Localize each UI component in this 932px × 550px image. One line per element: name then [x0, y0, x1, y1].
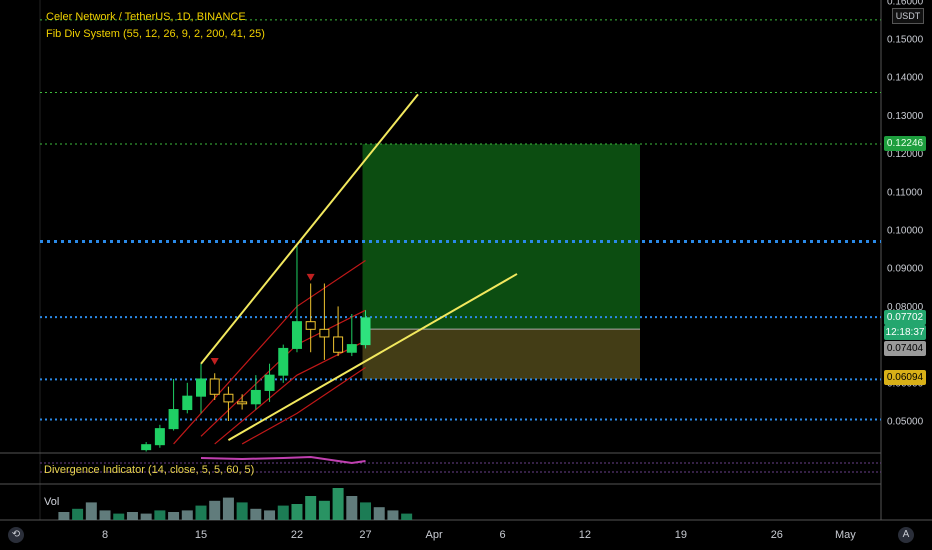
price-axis-tick: 0.08000: [887, 302, 924, 313]
volume-bars: [58, 488, 413, 520]
time-axis-tick: 8: [102, 529, 108, 541]
volume-bar: [291, 504, 303, 520]
price-tag-countdown: 12:18:37: [884, 325, 926, 340]
candle-body: [182, 395, 193, 411]
volume-bar: [305, 496, 317, 520]
volume-bar: [168, 512, 180, 520]
indicator-title: Fib Div System (55, 12, 26, 9, 2, 200, 4…: [46, 28, 265, 40]
candle-body: [154, 428, 165, 446]
time-axis-tick: 19: [675, 529, 687, 541]
signal-markers: [210, 273, 315, 365]
volume-bar: [236, 502, 248, 520]
time-axis-tick: 6: [500, 529, 506, 541]
horizontal-levels: [40, 19, 881, 421]
volume-bar: [387, 510, 399, 520]
price-tag-target: 0.12246: [884, 136, 926, 151]
volume-bar: [181, 510, 193, 520]
price-axis-tick: 0.16000: [887, 0, 924, 7]
candle-body: [196, 378, 206, 397]
price-axis-tick: 0.14000: [887, 73, 924, 84]
currency-button[interactable]: USDT: [892, 8, 924, 24]
upper-trendline: [200, 93, 419, 365]
time-axis-tick: 22: [291, 529, 303, 541]
candle-body: [223, 393, 234, 403]
volume-bar: [318, 500, 330, 520]
position-zones: [362, 144, 640, 380]
volume-bar: [222, 497, 234, 520]
volume-bar: [332, 488, 344, 520]
price-axis-tick: 0.10000: [887, 226, 924, 237]
volume-bar: [72, 508, 84, 520]
volume-bar: [277, 505, 289, 520]
time-axis-tick: 15: [195, 529, 207, 541]
divergence-line: [200, 455, 366, 465]
time-axis-tick: May: [835, 529, 856, 541]
volume-bar: [401, 513, 413, 520]
candle-body: [305, 321, 316, 330]
volume-bar: [264, 510, 276, 520]
candle-body: [291, 321, 302, 349]
candle-body: [319, 328, 330, 338]
price-axis-tick: 0.09000: [887, 264, 924, 275]
sell-signal-marker: [306, 273, 315, 281]
trendlines[interactable]: [200, 93, 518, 441]
time-axis-tick: 27: [359, 529, 371, 541]
lower-panes: [40, 455, 881, 473]
volume-bar: [99, 510, 111, 520]
candles: [141, 243, 371, 452]
volume-bar: [126, 512, 138, 520]
symbol-title: Celer Network / TetherUS, 1D, BINANCE: [46, 11, 246, 23]
candle-body: [237, 401, 248, 405]
candle-body: [209, 378, 220, 395]
divergence-indicator-label: Divergence Indicator (14, close, 5, 5, 6…: [44, 464, 255, 476]
price-tag-stop: 0.06094: [884, 370, 926, 385]
price-tag-last: 0.07702: [884, 310, 926, 325]
candle-body: [250, 389, 261, 405]
volume-bar: [140, 513, 152, 520]
candle-body: [333, 336, 344, 353]
price-axis-tick: 0.15000: [887, 35, 924, 46]
price-axis-tick: 0.13000: [887, 111, 924, 122]
reset-chart-button[interactable]: ⟲: [8, 527, 24, 543]
volume-bar: [360, 502, 372, 520]
volume-bar: [154, 510, 166, 520]
target-zone: [362, 144, 640, 330]
time-axis-tick: 26: [771, 529, 783, 541]
candle-body: [168, 409, 179, 430]
price-tag-entry: 0.07404: [884, 341, 926, 356]
volume-label: Vol: [44, 496, 60, 508]
volume-bar: [58, 512, 70, 520]
volume-bar: [85, 502, 97, 520]
time-axis-tick: Apr: [426, 529, 443, 541]
volume-bar: [250, 508, 262, 520]
candle-body: [141, 444, 152, 451]
band-line: [214, 340, 366, 445]
volume-bar: [195, 505, 207, 520]
volume-bar: [373, 507, 385, 520]
price-axis-tick: 0.11000: [887, 187, 923, 198]
price-axis-tick: 0.05000: [887, 417, 924, 428]
price-axis-tick: 0.12000: [887, 149, 924, 160]
candle-body: [346, 344, 357, 353]
auto-scale-button[interactable]: A: [898, 527, 914, 543]
stop-zone: [362, 329, 640, 380]
candle-body: [278, 347, 289, 376]
lower-trendline: [227, 273, 518, 441]
band-line: [241, 367, 366, 445]
volume-bar: [209, 500, 221, 520]
candle-body: [264, 374, 275, 391]
time-axis-tick: 12: [579, 529, 591, 541]
volume-bar: [113, 513, 125, 520]
volume-bar: [346, 496, 358, 520]
sell-signal-marker: [210, 357, 219, 365]
candle-body: [360, 317, 371, 346]
